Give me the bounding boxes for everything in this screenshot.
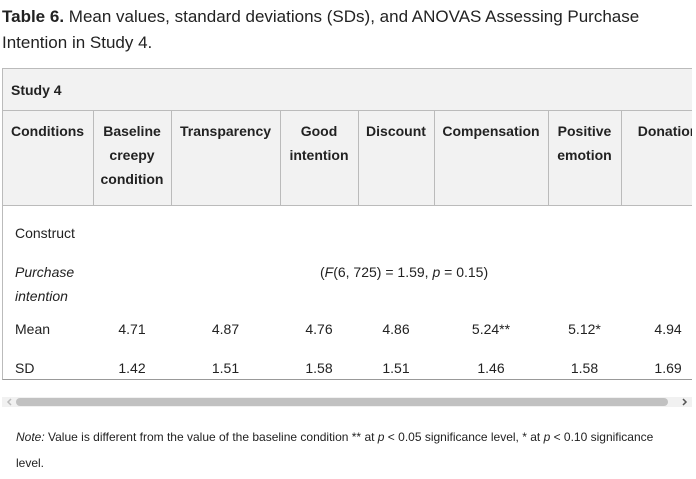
- cell: 4.71: [118, 321, 146, 337]
- cell: 5.24**: [471, 321, 511, 337]
- cell: 1.46: [477, 360, 505, 376]
- cell: 4.87: [211, 321, 240, 337]
- anova-part: (: [319, 264, 325, 280]
- scrollbar[interactable]: [0, 394, 696, 410]
- caption-label: Table 6.: [2, 7, 65, 26]
- cell: 1.58: [305, 360, 333, 376]
- table-title: Study 4: [3, 69, 692, 111]
- anova-part: (6, 725) = 1.59,: [333, 264, 433, 280]
- anova-part: F: [324, 264, 334, 280]
- table: Study 4 Conditions Baseline creepy condit…: [3, 69, 692, 379]
- anova-part: = 0.15): [440, 264, 489, 280]
- column-header: Good intention: [280, 110, 359, 206]
- note-part: < 0.05 significance level, * at: [384, 430, 544, 444]
- row-label: Mean: [15, 321, 51, 337]
- scroll-thumb[interactable]: [16, 398, 668, 406]
- cell: 4.94: [654, 321, 682, 337]
- cell: 1.42: [118, 360, 146, 376]
- scroll-right[interactable]: [682, 398, 688, 406]
- note: Note: Value is different from the value …: [16, 424, 656, 476]
- column-header: Donation: [621, 110, 692, 206]
- cell: 1.69: [654, 360, 682, 376]
- construct-label: Construct: [15, 225, 75, 241]
- cell: 1.58: [570, 360, 599, 376]
- column-header: Transparency: [171, 110, 281, 206]
- column-header: Baseline creepy condition: [93, 110, 172, 206]
- note-part: p: [543, 430, 551, 444]
- note-label: Note:: [16, 430, 45, 444]
- anova-part: p: [432, 264, 441, 280]
- note-part: Value is different from the value of the…: [44, 430, 378, 444]
- table-container: Study 4 Conditions Baseline creepy condit…: [2, 68, 692, 380]
- note-part: < 0.10 significance level.: [16, 430, 654, 470]
- cell: 1.51: [211, 360, 240, 376]
- note-part: p: [377, 430, 385, 444]
- scroll-left[interactable]: [6, 398, 12, 406]
- caption-text: Mean values, standard deviations (SDs), …: [2, 7, 640, 52]
- cell: 1.51: [382, 360, 410, 376]
- cell: 4.76: [305, 321, 333, 337]
- caption: Table 6. Mean values, standard deviation…: [2, 4, 692, 56]
- column-header: Compensation: [434, 110, 549, 206]
- cell: 5.12*: [568, 321, 601, 337]
- row-label: SD: [15, 360, 35, 376]
- column-header: Positive emotion: [548, 110, 622, 206]
- column-header: Conditions: [3, 110, 94, 206]
- column-header: Discount: [358, 110, 435, 206]
- anova-label: Purchase intention: [15, 264, 75, 304]
- anova-test: (F(6, 725) = 1.59, p = 0.15): [93, 258, 692, 308]
- cell: 4.86: [382, 321, 410, 337]
